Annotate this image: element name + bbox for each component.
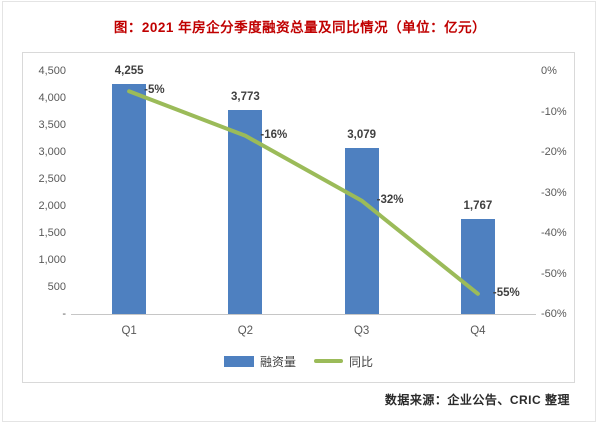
x-axis-label: Q1: [121, 325, 137, 337]
x-axis-label: Q3: [353, 325, 370, 337]
legend-bar-label: 融资量: [259, 354, 296, 369]
line-point-label: -5%: [144, 84, 165, 97]
legend-line-swatch: [314, 359, 343, 363]
y-axis-left-tick-label: 4,000: [38, 92, 66, 104]
bar-q1: [112, 84, 147, 314]
x-axis-label: Q2: [237, 325, 254, 337]
x-axis-label: Q4: [470, 325, 486, 337]
yoy-line: [127, 89, 480, 296]
y-axis-right-tick-label: -20%: [541, 146, 567, 158]
y-axis-right-tick-label: -60%: [541, 308, 567, 320]
bar-value-label: 1,767: [463, 200, 493, 212]
bar-q4: [460, 219, 495, 314]
bar-value-label: 3,079: [347, 129, 377, 141]
legend-bar-swatch: [223, 355, 254, 367]
line-point-label: -16%: [260, 128, 288, 141]
bar-q3: [344, 148, 379, 314]
y-axis-left-tick-label: 4,500: [38, 65, 66, 77]
y-axis-left-tick-label: 1,500: [38, 227, 66, 239]
line-point-label: -55%: [492, 286, 520, 299]
chart-area: 4,500 4,000 3,500 3,000 2,500 2,000 1,500 1,000…: [22, 52, 575, 383]
y-axis-left-tick-label: 3,500: [38, 119, 66, 131]
y-axis-left-tick-label: 1,000: [38, 254, 66, 266]
bar-value-label: 4,255: [114, 65, 144, 77]
data-source: 数据来源：企业公告、CRIC 整理: [384, 393, 570, 407]
y-axis-left-tick-label: 2,500: [38, 173, 66, 185]
bar-value-label: 3,773: [230, 91, 260, 103]
legend-line-label: 同比: [349, 354, 374, 369]
y-axis-right-tick-label: -50%: [541, 267, 567, 280]
chart-title: 图：2021 年房企分季度融资总量及同比情况（单位：亿元）: [113, 20, 487, 35]
y-axis-right-tick-label: -30%: [541, 186, 567, 199]
y-axis-left-tick-label: 500: [47, 281, 66, 293]
legend: 融资量 同比: [23, 352, 574, 370]
category-axis-line: [71, 314, 536, 315]
bar-q2: [228, 110, 263, 314]
y-axis-left-tick-label: 2,000: [38, 200, 66, 212]
y-axis-left-tick-label: 3,000: [38, 146, 66, 158]
y-axis-right-tick-label: 0%: [541, 65, 557, 77]
line-point-label: -32%: [376, 193, 404, 206]
y-axis-left-tick-label: -: [62, 308, 66, 320]
y-axis-right-tick-label: -10%: [541, 105, 567, 118]
y-axis-right-tick-label: -40%: [541, 227, 567, 239]
